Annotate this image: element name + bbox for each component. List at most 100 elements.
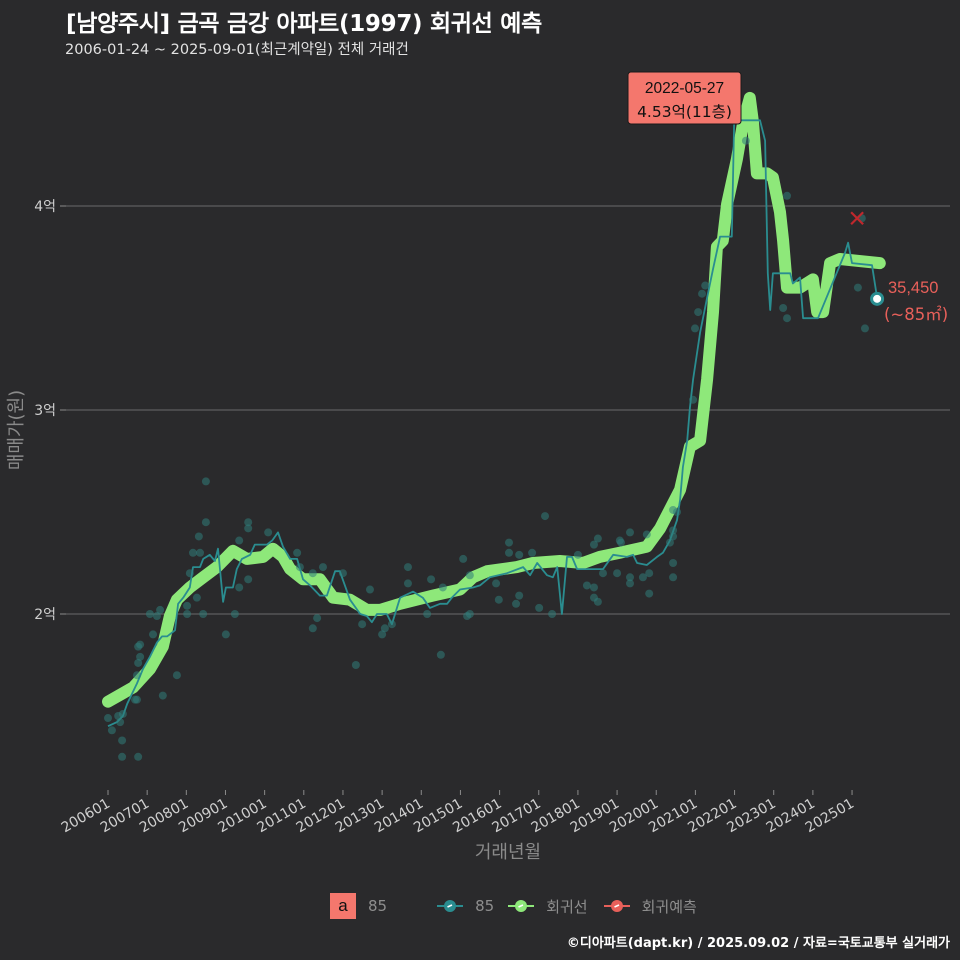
trade-point (638, 573, 647, 582)
chart-legend: a 85 85 회귀선 회귀예측 (330, 893, 697, 919)
trade-point (853, 283, 862, 292)
trade-point (423, 610, 432, 618)
legend-label-regression: 회귀선 (546, 897, 588, 916)
legend-label-key-text: 85 (368, 897, 388, 915)
peak-tooltip-box (627, 71, 742, 125)
trade-point (387, 620, 396, 629)
legend-item-actual[interactable]: 85 (437, 897, 494, 915)
trade-point (593, 534, 602, 543)
trade-point (156, 605, 165, 614)
trade-point (783, 191, 792, 200)
trade-point (201, 518, 210, 527)
trade-point (427, 575, 436, 584)
teal-line-marker-icon (437, 900, 464, 912)
trade-point (492, 579, 501, 588)
trade-point (107, 726, 116, 735)
trade-point (196, 548, 205, 557)
trade-point (194, 532, 203, 541)
trade-point (244, 518, 253, 527)
trade-point (701, 281, 710, 290)
trade-point (512, 599, 521, 608)
y-tick-label: 4억 (34, 199, 56, 215)
trade-point (313, 614, 322, 623)
trade-point (494, 595, 503, 604)
trade-point (613, 569, 622, 578)
trade-point (515, 591, 524, 600)
trade-point (694, 308, 703, 317)
y-tick-label: 2억 (34, 607, 56, 623)
trade-point (548, 610, 557, 618)
trade-point (528, 548, 537, 557)
trade-point (201, 477, 210, 486)
latest-trade-point (870, 291, 885, 306)
y-tick-label: 3억 (34, 403, 56, 419)
source-caption: ©디아파트(dapt.kr) / 2025.09.02 / 자료=국토교통부 실… (566, 936, 950, 951)
legend-label-key: a (330, 893, 356, 919)
trade-point (183, 601, 192, 610)
trade-point (669, 559, 678, 567)
trade-point (459, 554, 468, 563)
trade-point (235, 536, 244, 545)
y-axis-title: 매매가(원) (6, 390, 27, 470)
trade-point (541, 512, 550, 521)
trade-point (669, 526, 678, 535)
trade-point (244, 575, 253, 584)
trade-point (645, 589, 654, 598)
trade-point (573, 550, 582, 559)
trade-point (172, 671, 181, 680)
trade-point (691, 324, 700, 333)
trade-point (642, 530, 651, 539)
trade-point (116, 718, 125, 727)
trade-point (338, 569, 347, 578)
trade-point (741, 136, 750, 145)
trade-point (293, 548, 302, 557)
trade-point (308, 624, 317, 633)
trade-point (244, 524, 253, 533)
latest-area-label: (~85㎡) (884, 305, 948, 324)
trade-point (134, 658, 143, 667)
latest-price-label: 35,450 (888, 279, 938, 297)
legend-item-prediction[interactable]: 회귀예측 (603, 896, 697, 917)
trade-point (152, 612, 161, 621)
trade-point (358, 620, 367, 629)
trade-point (192, 593, 201, 602)
trade-point (114, 712, 123, 720)
trade-point (158, 691, 167, 700)
trade-point (669, 573, 678, 582)
trade-point (221, 630, 230, 639)
trade-point (403, 579, 412, 588)
trade-point (504, 538, 513, 547)
trade-point (669, 532, 678, 541)
trade-point (589, 583, 598, 592)
trade-point (118, 736, 127, 745)
trade-point (535, 603, 544, 612)
actual-price-line (107, 119, 878, 728)
trade-point (403, 563, 412, 572)
trade-point (235, 583, 244, 592)
trade-point (593, 597, 602, 606)
chart-title: [남양주시] 금곡 금강 아파트(1997) 회귀선 예측 (66, 11, 542, 37)
trade-point (669, 505, 678, 514)
red-line-marker-icon (603, 900, 630, 912)
trade-point (351, 661, 360, 669)
peak-tooltip-value: 4.53억(11층) (637, 103, 732, 121)
trade-point (504, 548, 513, 557)
trade-point (199, 610, 208, 618)
trade-point (118, 752, 127, 761)
trade-point (136, 640, 145, 649)
trade-point (149, 630, 158, 639)
trade-point (465, 610, 474, 618)
trade-point (183, 610, 192, 618)
trade-point (779, 304, 788, 312)
trade-point (308, 569, 317, 578)
legend-item-regression[interactable]: 회귀선 (508, 896, 588, 917)
x-axis-title: 거래년월 (475, 842, 541, 863)
trade-point (132, 671, 141, 680)
trade-point (645, 569, 654, 578)
trade-point (860, 324, 869, 333)
trade-point (515, 550, 524, 559)
trade-point (598, 569, 607, 578)
trade-point (783, 314, 792, 323)
trade-point (438, 583, 447, 592)
green-line-marker-icon (508, 900, 535, 912)
